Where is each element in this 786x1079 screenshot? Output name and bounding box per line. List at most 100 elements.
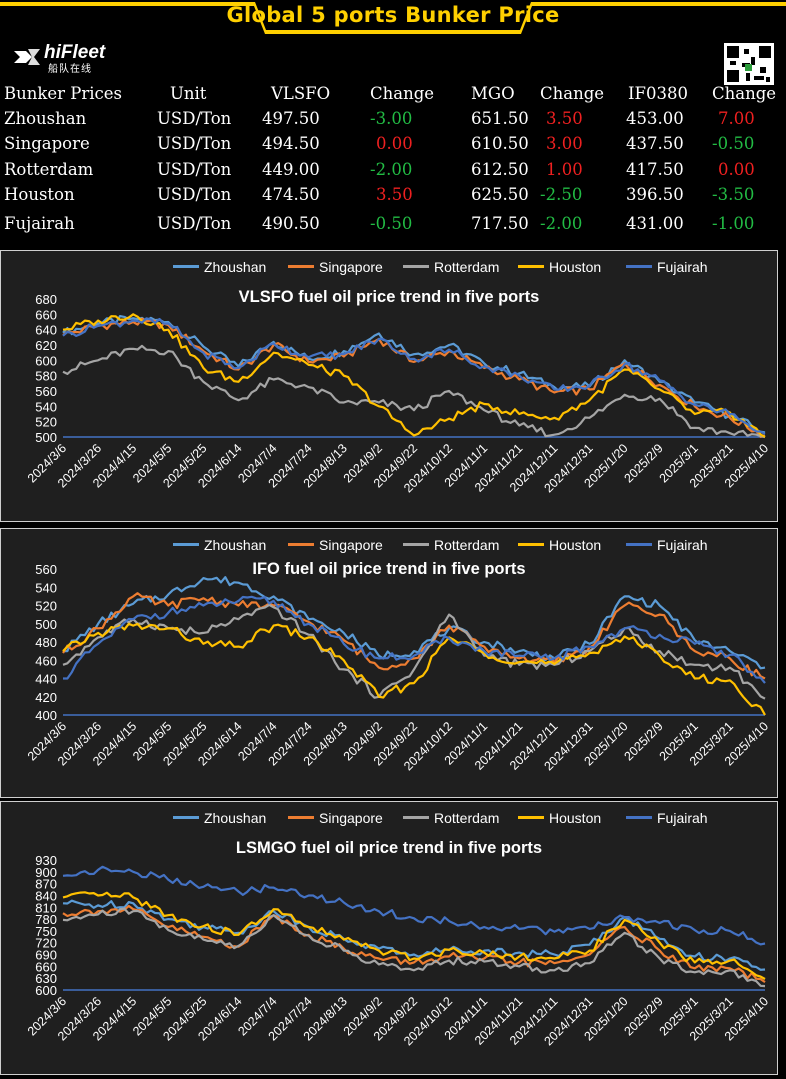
y-tick-label: 780 (35, 912, 57, 927)
header-unit: Unit (170, 84, 207, 103)
port-name: Fujairah (4, 214, 75, 233)
legend-item-zhoushan: Zhoushan (173, 810, 266, 826)
chart-legend: Zhoushan Singapore Rotterdam Houston Fuj… (1, 537, 777, 555)
series-line-fujairah (62, 865, 766, 946)
y-tick-label: 750 (35, 924, 57, 939)
series-line-zhoushan (62, 314, 766, 434)
series-line-singapore (62, 904, 766, 984)
vlsfo-price: 494.50 (262, 134, 320, 153)
legend-item-singapore: Singapore (288, 810, 383, 826)
port-name: Singapore (4, 134, 90, 153)
y-tick-label: 840 (35, 888, 57, 903)
page-title: Global 5 ports Bunker Price (226, 3, 560, 27)
vlsfo-price: 490.50 (262, 214, 320, 233)
port-name: Zhoushan (4, 109, 87, 128)
y-tick-label: 630 (35, 971, 57, 986)
y-tick-label: 810 (35, 900, 57, 915)
y-tick-label: 420 (35, 690, 57, 705)
y-tick-label: 520 (35, 599, 57, 614)
table-row: Fujairah USD/Ton 490.50 -0.50 717.50 -2.… (0, 214, 786, 238)
vlsfo-price: 497.50 (262, 109, 320, 128)
legend-item-houston: Houston (518, 537, 601, 553)
series-line-fujairah (62, 317, 766, 435)
mgo-change: -2.00 (540, 214, 583, 233)
legend-item-singapore: Singapore (288, 537, 383, 553)
mgo-price: 651.50 (471, 109, 529, 128)
chart-legend: Zhoushan Singapore Rotterdam Houston Fuj… (1, 810, 777, 828)
ifo-change: -1.00 (712, 214, 755, 233)
ifo-chart: 4004204404604805005205405602024/3/62024/… (25, 562, 771, 773)
ifo-change: 7.00 (718, 109, 755, 128)
unit-cell: USD/Ton (157, 109, 232, 128)
mgo-price: 612.50 (471, 160, 529, 179)
y-tick-label: 460 (35, 653, 57, 668)
series-line-houston (62, 313, 766, 438)
y-tick-label: 600 (35, 983, 57, 998)
ifo-price: 396.50 (626, 185, 684, 204)
y-tick-label: 540 (35, 399, 57, 414)
series-line-singapore (62, 317, 766, 438)
ifo-chart-panel: Zhoushan Singapore Rotterdam Houston Fuj… (0, 528, 778, 798)
unit-cell: USD/Ton (157, 185, 232, 204)
port-name: Rotterdam (4, 160, 94, 179)
header-ifo-change: Change (712, 84, 777, 103)
title-bar: Global 5 ports Bunker Price (0, 0, 786, 36)
ifo-price: 431.00 (626, 214, 684, 233)
mgo-change: 3.50 (546, 109, 583, 128)
y-tick-label: 680 (35, 292, 57, 307)
series-line-houston (62, 891, 766, 980)
vlsfo-chart-panel: Zhoushan Singapore Rotterdam Houston Fuj… (0, 250, 778, 522)
unit-cell: USD/Ton (157, 134, 232, 153)
legend-item-singapore: Singapore (288, 259, 383, 275)
ifo-change: 0.00 (718, 160, 755, 179)
lsmgo-chart: 6006306606907207507808108408709009302024… (25, 853, 771, 1048)
series-line-zhoushan (63, 576, 766, 670)
table-row: Houston USD/Ton 474.50 3.50 625.50 -2.50… (0, 185, 786, 209)
y-tick-label: 540 (35, 580, 57, 595)
header-vlsfo-change: Change (370, 84, 435, 103)
mgo-price: 610.50 (471, 134, 529, 153)
y-tick-label: 560 (35, 384, 57, 399)
chart-title: VLSFO fuel oil price trend in five ports (238, 288, 540, 306)
port-name: Houston (4, 185, 75, 204)
ifo-price: 417.50 (626, 160, 684, 179)
y-tick-label: 520 (35, 415, 57, 430)
series-line-houston (62, 622, 766, 716)
mgo-price: 717.50 (471, 214, 529, 233)
y-tick-label: 620 (35, 338, 57, 353)
logo-name: hiFleet (44, 42, 106, 63)
table-row: Rotterdam USD/Ton 449.00 -2.00 612.50 1.… (0, 160, 786, 184)
vlsfo-change: 3.50 (376, 185, 413, 204)
header-vlsfo: VLSFO (271, 84, 331, 103)
chart-title: LSMGO fuel oil price trend in five ports (235, 839, 543, 857)
y-tick-label: 660 (35, 959, 57, 974)
ifo-change: -0.50 (712, 134, 755, 153)
series-line-fujairah (63, 595, 766, 684)
lsmgo-chart-panel: Zhoushan Singapore Rotterdam Houston Fuj… (0, 801, 778, 1075)
vlsfo-price: 474.50 (262, 185, 320, 204)
y-tick-label: 480 (35, 635, 57, 650)
y-tick-label: 660 (35, 307, 57, 322)
y-tick-label: 900 (35, 865, 57, 880)
series-line-rotterdam (62, 344, 766, 439)
legend-item-rotterdam: Rotterdam (403, 810, 499, 826)
y-tick-label: 400 (35, 708, 57, 723)
vlsfo-change: -2.00 (370, 160, 413, 179)
ifo-change: -3.50 (712, 185, 755, 204)
y-tick-label: 560 (35, 562, 57, 577)
qr-code-icon (724, 43, 774, 85)
table-row: Zhoushan USD/Ton 497.50 -3.00 651.50 3.5… (0, 109, 786, 133)
header-mgo: MGO (471, 84, 515, 103)
logo-icon (14, 49, 40, 65)
y-tick-label: 440 (35, 672, 57, 687)
legend-item-houston: Houston (518, 810, 601, 826)
y-tick-label: 870 (35, 877, 57, 892)
table-row: Singapore USD/Ton 494.50 0.00 610.50 3.0… (0, 134, 786, 158)
legend-item-rotterdam: Rotterdam (403, 259, 499, 275)
y-tick-label: 720 (35, 936, 57, 951)
legend-item-rotterdam: Rotterdam (403, 537, 499, 553)
title-banner-shape (0, 2, 786, 34)
legend-item-fujairah: Fujairah (626, 537, 708, 553)
legend-item-houston: Houston (518, 259, 601, 275)
hifleet-logo: hiFleet 船队在线 (12, 42, 122, 75)
